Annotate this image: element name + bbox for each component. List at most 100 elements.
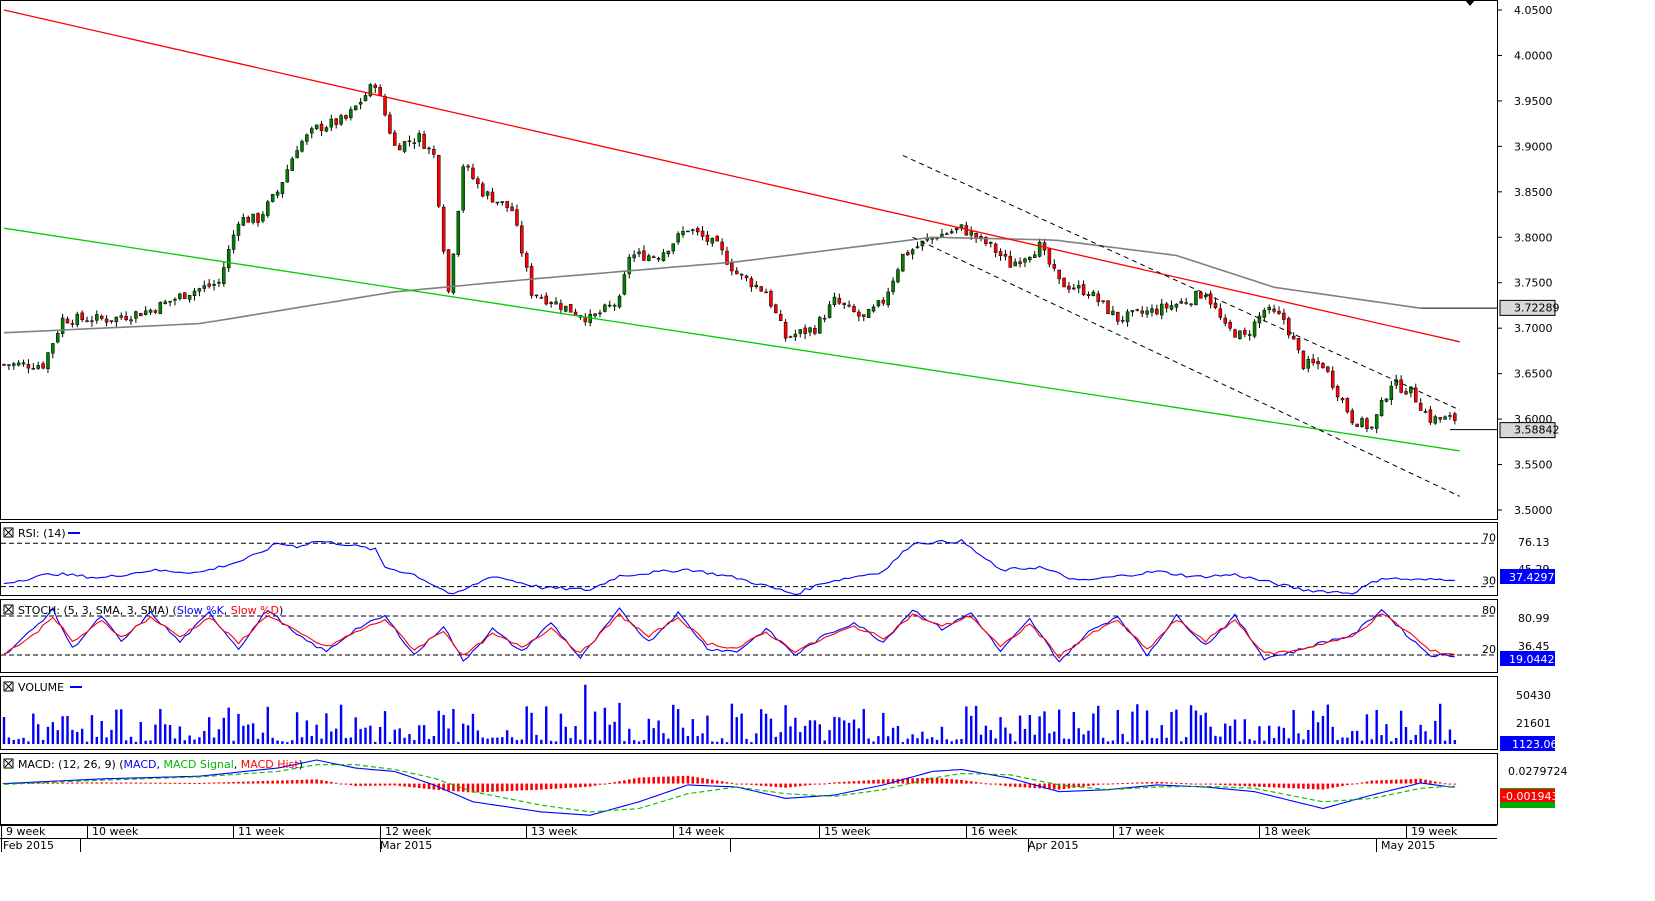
rsi-title-text: RSI: (14)	[18, 527, 66, 540]
volume-bar	[1072, 711, 1076, 744]
candle-body	[21, 362, 26, 365]
macd-hist-bar	[1101, 783, 1105, 785]
candle-body	[1316, 361, 1320, 365]
candle-body	[1267, 306, 1271, 310]
macd-hist-bar	[1111, 783, 1115, 785]
volume-bar	[1414, 734, 1417, 744]
macd-hist-bar	[1170, 782, 1173, 784]
macd-hist-bar	[403, 783, 406, 787]
macd-hist-bar	[598, 783, 602, 785]
volume-bar	[1375, 709, 1378, 744]
volume-bar	[1263, 740, 1266, 744]
volume-bar	[198, 737, 201, 744]
macd-hist-bar	[632, 778, 636, 784]
volume-bar	[1233, 719, 1237, 744]
macd-hist-bar	[925, 777, 929, 784]
macd-hist-bar	[115, 782, 118, 784]
candle-body	[1169, 305, 1174, 310]
volume-bar	[608, 724, 611, 744]
macd-hist-bar	[842, 781, 846, 784]
volume-bar	[847, 722, 851, 744]
price-tick-label: 3.8000	[1514, 231, 1553, 244]
candle-body	[510, 206, 514, 212]
macd-hist-bar	[124, 782, 128, 784]
macd-hist-bar	[168, 782, 172, 784]
candle-body	[544, 295, 548, 305]
volume-bar	[676, 709, 680, 744]
candle-body	[2, 364, 6, 366]
candle-body	[1076, 285, 1081, 289]
volume-bar	[1097, 705, 1100, 744]
macd-hist-bar	[1434, 781, 1437, 784]
week-label: 18 week	[1264, 825, 1311, 838]
candle-body	[915, 246, 920, 249]
volume-bar	[1390, 741, 1393, 744]
candle-body	[1135, 309, 1140, 311]
volume-bar	[271, 737, 274, 744]
candle-body	[349, 109, 353, 118]
macd-hist-bar	[1092, 783, 1095, 786]
rsi-line	[3, 538, 1455, 596]
candle-body	[1150, 308, 1154, 313]
volume-bar	[374, 741, 377, 744]
volume-bar	[437, 710, 440, 744]
volume-bar	[652, 728, 655, 744]
macd-hist-bar	[588, 783, 592, 787]
volume-bar	[1077, 728, 1080, 744]
candle-body	[51, 343, 55, 354]
candle-body	[1072, 287, 1076, 290]
volume-bar	[237, 713, 240, 744]
macd-hist-bar	[1160, 782, 1164, 784]
macd-hist-bar	[906, 778, 910, 784]
macd-hist-bar	[779, 783, 783, 788]
volume-bar	[457, 741, 460, 744]
volume-bar	[681, 727, 685, 744]
volume-bar	[154, 724, 157, 744]
candle-body	[1130, 310, 1135, 313]
candle-body	[1052, 264, 1057, 269]
macd-hist-bar	[300, 779, 304, 784]
macd-hist-bar	[349, 783, 353, 786]
macd-hist-bar	[828, 782, 831, 784]
candle-body	[793, 333, 798, 338]
volume-bar	[129, 736, 133, 744]
macd-hist-bar	[281, 780, 284, 784]
volume-bar	[911, 734, 914, 744]
macd-hist-bar	[1043, 783, 1046, 789]
volume-bar	[1243, 719, 1246, 744]
volume-bar	[315, 724, 318, 744]
price-tick-label: 4.0000	[1514, 49, 1553, 62]
volume-bar	[85, 741, 89, 744]
candle-body	[70, 323, 75, 325]
candle-body	[1404, 391, 1408, 395]
candle-body	[485, 191, 490, 196]
macd-hist-bar	[1028, 783, 1032, 788]
week-label: 15 week	[824, 825, 871, 838]
candle-body	[1252, 321, 1257, 337]
macd-hist-bar	[1057, 783, 1061, 790]
macd-hist-bar	[207, 782, 211, 784]
macd-hist-bar	[505, 783, 509, 792]
volume-bar	[838, 717, 841, 744]
macd-hist-bar	[901, 778, 905, 784]
candle-body	[153, 310, 158, 313]
price-value-box	[1499, 422, 1556, 439]
volume-bar	[32, 713, 35, 744]
volume-bar	[1204, 712, 1207, 744]
volume-bar	[100, 720, 103, 744]
macd-hist-bar	[295, 779, 299, 784]
volume-bar	[115, 709, 118, 744]
scroll-marker-icon[interactable]	[1465, 0, 1475, 6]
macd-hist-bar	[144, 782, 147, 784]
candle-body	[1155, 308, 1159, 315]
volume-bar	[1385, 724, 1388, 744]
volume-bar	[403, 737, 406, 744]
candle-body	[534, 294, 539, 297]
macd-hist-bar	[715, 780, 719, 784]
candle-body	[847, 304, 851, 307]
macd-hist-bar	[701, 778, 704, 784]
support-line	[3, 227, 1460, 452]
volume-bar	[1106, 741, 1110, 744]
macd-value-box	[1500, 789, 1555, 802]
candle-body	[12, 363, 16, 366]
